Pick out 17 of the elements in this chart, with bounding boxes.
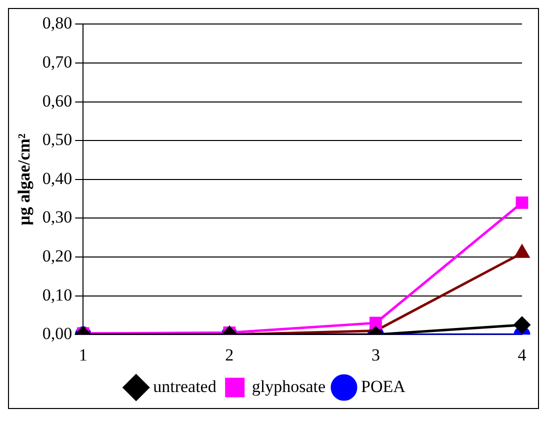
x-tick-label: 1: [78, 345, 88, 364]
x-tick-label: 4: [518, 345, 527, 364]
y-tick-label: 0,80: [42, 14, 72, 33]
y-axis-title: µg algae/cm²: [14, 133, 34, 226]
legend-label: glyphosate: [252, 376, 326, 396]
y-tick-label: 0,00: [42, 324, 72, 344]
legend-label: untreated: [153, 376, 217, 396]
y-tick-label: 0,70: [42, 52, 72, 72]
legend-label: POEA: [361, 376, 406, 396]
x-tick-label: 3: [371, 345, 380, 364]
y-tick-label: 0,20: [42, 246, 72, 266]
y-tick-label: 0,40: [42, 168, 72, 188]
y-tick-label: 0,10: [42, 285, 72, 304]
y-tick-label: 0,60: [42, 91, 72, 110]
y-tick-label: 0,30: [42, 208, 72, 227]
y-tick-label: 0,50: [42, 130, 72, 150]
x-tick-label: 2: [225, 345, 234, 364]
